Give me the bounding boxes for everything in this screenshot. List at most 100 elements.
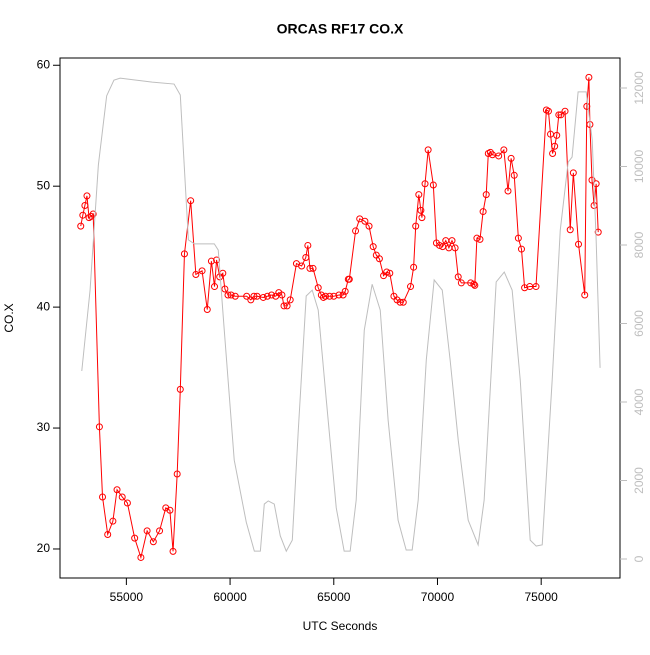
data-point — [557, 111, 565, 119]
data-point — [263, 292, 271, 300]
data-point — [561, 107, 569, 115]
data-point — [549, 150, 557, 158]
y2-tick-label: 6000 — [632, 310, 646, 337]
data-point — [473, 234, 481, 242]
x-tick-label: 65000 — [317, 590, 351, 604]
y-tick-label: 40 — [37, 299, 51, 313]
data-point — [581, 291, 589, 299]
data-point — [521, 284, 529, 292]
data-point — [180, 250, 188, 258]
y-tick-label: 50 — [37, 178, 51, 192]
data-point — [369, 243, 377, 251]
data-point — [339, 291, 347, 299]
data-point — [553, 131, 561, 139]
data-point — [268, 291, 276, 299]
data-point — [504, 187, 512, 195]
data-point — [482, 191, 490, 199]
data-point — [361, 217, 369, 225]
data-point — [192, 270, 200, 278]
data-point — [386, 269, 394, 277]
data-point — [352, 227, 360, 235]
x-tick-label: 55000 — [110, 590, 144, 604]
data-point — [306, 264, 314, 272]
data-point — [590, 202, 598, 210]
data-point — [143, 527, 151, 535]
data-point — [302, 254, 310, 262]
data-point — [476, 235, 484, 243]
data-point — [83, 192, 91, 200]
data-point — [89, 210, 97, 218]
data-point — [569, 169, 577, 177]
data-point — [278, 291, 286, 299]
data-point — [224, 291, 232, 299]
data-point — [410, 263, 418, 271]
data-point — [335, 291, 343, 299]
data-point — [555, 111, 563, 119]
data-point — [173, 470, 181, 478]
data-point — [429, 181, 437, 189]
chart-title: ORCAS RF17 CO.X — [277, 21, 404, 37]
data-point — [95, 423, 103, 431]
data-point — [298, 262, 306, 270]
data-point — [250, 292, 258, 300]
data-point — [507, 154, 515, 162]
data-point — [532, 283, 540, 291]
data-point — [203, 306, 211, 314]
data-point — [243, 292, 251, 300]
data-point — [399, 298, 407, 306]
data-point — [471, 281, 479, 289]
data-point — [187, 197, 195, 205]
data-point — [330, 292, 338, 300]
data-point — [583, 102, 591, 110]
data-point — [81, 202, 89, 210]
y-tick-label: 30 — [37, 420, 51, 434]
data-point — [211, 283, 219, 291]
data-point — [407, 283, 415, 291]
data-point — [104, 530, 112, 538]
data-point — [365, 222, 373, 230]
data-point — [500, 146, 508, 154]
data-point — [79, 211, 87, 219]
data-point — [451, 244, 459, 252]
data-point — [495, 152, 503, 160]
plot-box — [59, 57, 621, 579]
data-point — [418, 214, 426, 222]
data-point — [436, 241, 444, 249]
y2-tick-label: 10000 — [632, 149, 646, 183]
data-point — [176, 385, 184, 393]
data-point — [198, 267, 206, 275]
data-point — [99, 493, 107, 501]
data-point — [156, 527, 164, 535]
y-axis-label: CO.X — [2, 303, 16, 332]
data-point — [314, 284, 322, 292]
data-point — [415, 191, 423, 199]
data-point — [424, 146, 432, 154]
data-point — [286, 296, 294, 304]
data-point — [309, 264, 317, 272]
data-point — [375, 255, 383, 263]
data-point — [259, 293, 267, 301]
data-point — [227, 291, 235, 299]
data-point — [421, 180, 429, 188]
y2-tick-label: 8000 — [632, 231, 646, 258]
data-point — [383, 268, 391, 276]
x-tick-label: 75000 — [524, 590, 558, 604]
y2-tick-label: 4000 — [632, 388, 646, 415]
series-line — [81, 77, 601, 553]
x-tick-label: 70000 — [421, 590, 455, 604]
data-point — [592, 180, 600, 188]
data-point — [326, 292, 334, 300]
data-point — [231, 292, 239, 300]
data-point — [588, 176, 596, 184]
y-tick-label: 60 — [37, 57, 51, 71]
data-point — [551, 142, 559, 150]
data-point — [479, 208, 487, 216]
x-axis-label: UTC Seconds — [303, 619, 378, 633]
data-point — [566, 226, 574, 234]
data-point — [417, 206, 425, 214]
data-point — [169, 547, 177, 555]
data-point — [207, 257, 215, 265]
data-point — [510, 171, 518, 179]
